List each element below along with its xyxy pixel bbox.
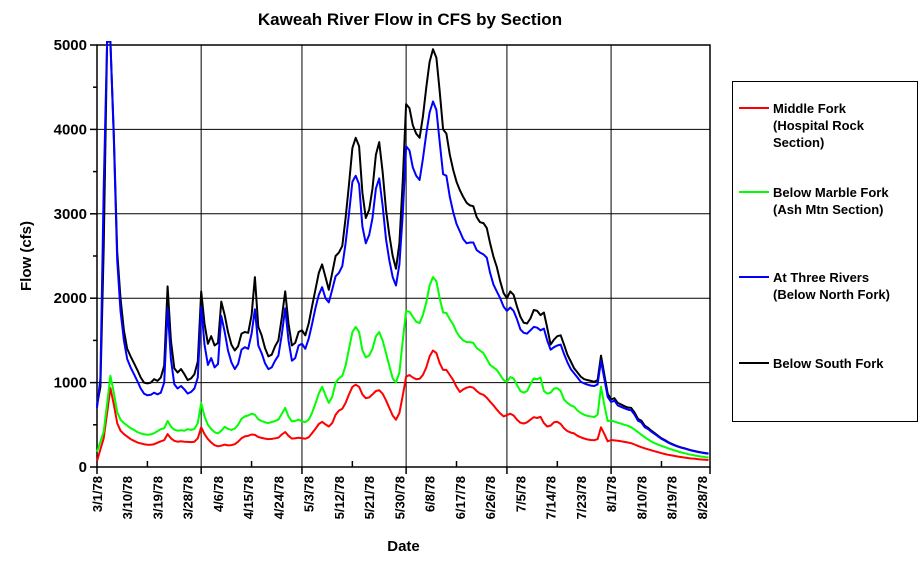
x-tick-label: 8/1/78 [604,476,619,512]
y-tick-label: 4000 [54,121,87,138]
legend-item-1: Middle Fork (Hospital Rock Section) [739,100,864,151]
chart-title: Kaweah River Flow in CFS by Section [257,10,563,29]
legend-label: Below South Fork [773,356,884,371]
x-tick-label: 3/1/78 [90,476,105,512]
series-line-at-three-rivers-below-north-fork [96,41,709,455]
x-tick-label: 6/26/78 [483,476,498,519]
x-tick-label: 3/28/78 [181,476,196,519]
legend-line-swatch [739,362,769,364]
x-tick-label: 6/17/78 [453,476,468,519]
legend-label: Below Marble Fork (Ash Mtn Section) [773,185,889,217]
x-axis-title: Date [387,538,420,555]
y-tick-label: 5000 [54,37,87,54]
series-line-below-marble-fork-ash-mtn-section [96,276,709,459]
legend-line-swatch [739,107,769,109]
series-line-middle-fork-hospital-rock-section [96,349,709,462]
y-tick-label: 1000 [54,375,87,392]
x-tick-label: 7/5/78 [513,476,528,512]
legend-label: Middle Fork (Hospital Rock Section) [773,101,865,150]
legend-item-4: Below South Fork [739,355,884,372]
legend-item-3: At Three Rivers (Below North Fork) [739,269,890,303]
x-tick-label: 8/28/78 [695,476,710,519]
x-tick-label: 5/30/78 [392,476,407,519]
x-tick-label: 4/6/78 [211,476,226,512]
legend-item-2: Below Marble Fork (Ash Mtn Section) [739,184,889,218]
y-tick-label: 0 [79,459,87,476]
x-tick-label: 8/19/78 [665,476,680,519]
x-tick-label: 5/12/78 [332,476,347,519]
legend-line-swatch [739,276,769,278]
x-tick-label: 5/3/78 [302,476,317,512]
y-tick-label: 2000 [54,290,87,307]
x-tick-label: 5/21/78 [362,476,377,519]
x-tick-label: 4/24/78 [271,476,286,519]
x-tick-label: 3/19/78 [150,476,165,519]
legend-label: At Three Rivers (Below North Fork) [773,270,890,302]
legend-box: Middle Fork (Hospital Rock Section) Below… [732,81,918,422]
x-tick-label: 7/14/78 [544,476,559,519]
x-tick-label: 6/8/78 [423,476,438,512]
y-tick-label: 3000 [54,206,87,223]
legend-line-swatch [739,191,769,193]
x-tick-label: 4/15/78 [241,476,256,519]
x-tick-label: 7/23/78 [574,476,589,519]
x-tick-label: 3/10/78 [120,476,135,519]
x-tick-label: 8/10/78 [634,476,649,519]
